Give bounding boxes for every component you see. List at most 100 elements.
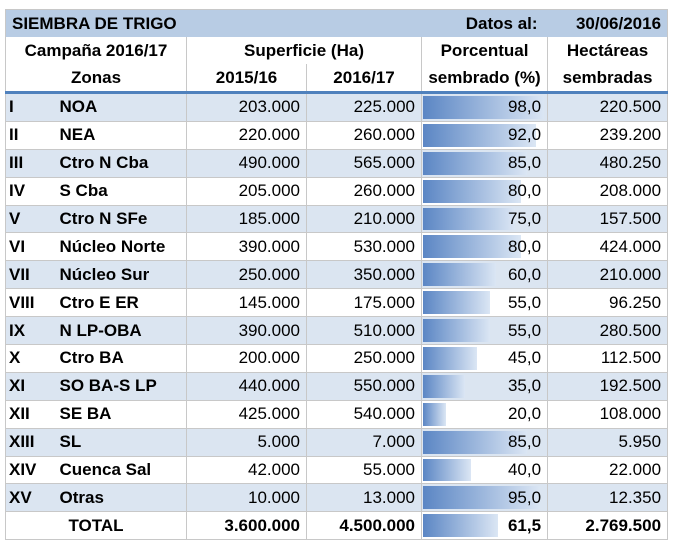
- percent-bar: [423, 207, 515, 231]
- surface-2015: 390.000: [185, 232, 307, 262]
- zone-number: XIII: [5, 428, 54, 457]
- total-label: TOTAL: [5, 511, 187, 540]
- hectares-sown: 192.500: [547, 372, 668, 401]
- zone-name: SO BA-S LP: [53, 372, 187, 401]
- table-row: XI SO BA-S LP 440.000 550.000 35,0 192.500: [5, 372, 668, 401]
- zones-header: Zonas: [5, 64, 187, 94]
- zone-name: SE BA: [53, 400, 187, 429]
- hectares-sown: 96.250: [547, 288, 668, 318]
- percent-cell: 85,0: [421, 149, 548, 178]
- zone-name: Núcleo Sur: [53, 260, 187, 290]
- percent-bar: [423, 123, 537, 147]
- percent-cell: 60,0: [421, 260, 548, 290]
- zone-name: N LP-OBA: [53, 316, 187, 346]
- zone-number: I: [5, 92, 54, 122]
- percent-bar: [423, 263, 497, 287]
- zone-number: X: [5, 344, 54, 373]
- report-date: 30/06/2016: [547, 9, 668, 37]
- percent-cell: 20,0: [421, 400, 548, 429]
- title-banner: SIEMBRA DE TRIGO Datos al: 30/06/2016: [5, 9, 668, 37]
- wheat-sowing-table: SIEMBRA DE TRIGO Datos al: 30/06/2016 Ca…: [5, 9, 669, 541]
- zone-number: III: [5, 149, 54, 178]
- percent-value: 80,0: [507, 236, 542, 256]
- hectares-sown: 157.500: [547, 205, 668, 234]
- table-row: VII Núcleo Sur 250.000 350.000 60,0 210.000: [5, 260, 668, 290]
- percent-header-line2: sembrado (%): [421, 64, 548, 94]
- surface-2016: 550.000: [306, 372, 422, 401]
- percent-value: 85,0: [507, 432, 542, 452]
- hectares-sown: 5.950: [547, 428, 668, 457]
- zone-name: NEA: [53, 121, 187, 150]
- hectares-sown: 208.000: [547, 177, 668, 206]
- percent-cell: 40,0: [421, 456, 548, 485]
- percent-value: 85,0: [507, 153, 542, 173]
- zone-name: NOA: [53, 92, 187, 122]
- surface-2016: 510.000: [306, 316, 422, 346]
- percent-cell: 55,0: [421, 316, 548, 346]
- total-percent-value: 61,5: [507, 515, 542, 535]
- percent-bar: [423, 402, 447, 426]
- wheat-sowing-table-container: SIEMBRA DE TRIGO Datos al: 30/06/2016 Ca…: [5, 9, 669, 541]
- percent-bar: [423, 430, 528, 454]
- percent-value: 98,0: [507, 97, 542, 117]
- table-row: XII SE BA 425.000 540.000 20,0 108.000: [5, 400, 668, 429]
- surface-2015: 10.000: [185, 483, 307, 513]
- surface-header: Superficie (Ha): [185, 37, 422, 64]
- zone-name: Ctro E ER: [53, 288, 187, 318]
- surface-2016: 260.000: [306, 121, 422, 150]
- percent-cell: 55,0: [421, 288, 548, 318]
- table-row: XIV Cuenca Sal 42.000 55.000 40,0 22.000: [5, 456, 668, 485]
- percent-cell: 92,0: [421, 121, 548, 150]
- surface-2015: 200.000: [185, 344, 307, 373]
- year2-header: 2016/17: [306, 64, 422, 94]
- percent-cell: 85,0: [421, 428, 548, 457]
- table-row: IX N LP-OBA 390.000 510.000 55,0 280.500: [5, 316, 668, 346]
- percent-bar: [423, 291, 490, 315]
- percent-cell: 75,0: [421, 205, 548, 234]
- zone-name: Ctro BA: [53, 344, 187, 373]
- percent-cell: 35,0: [421, 372, 548, 401]
- percent-bar: [423, 458, 472, 482]
- surface-2015: 205.000: [185, 177, 307, 206]
- surface-2015: 203.000: [185, 92, 307, 122]
- table-row: XV Otras 10.000 13.000 95,0 12.350: [5, 483, 668, 513]
- surface-2016: 540.000: [306, 400, 422, 429]
- zone-number: IX: [5, 316, 54, 346]
- surface-2016: 565.000: [306, 149, 422, 178]
- percent-bar: [423, 235, 522, 259]
- percent-bar: [423, 179, 522, 203]
- percent-value: 95,0: [507, 487, 542, 507]
- table-row: X Ctro BA 200.000 250.000 45,0 112.500: [5, 344, 668, 373]
- percent-value: 80,0: [507, 181, 542, 201]
- percent-cell: 80,0: [421, 232, 548, 262]
- table-row: VI Núcleo Norte 390.000 530.000 80,0 424.000: [5, 232, 668, 262]
- surface-2016: 350.000: [306, 260, 422, 290]
- campaign-header: Campaña 2016/17: [24, 40, 168, 60]
- percent-bar: [423, 486, 540, 510]
- year1-header: 2015/16: [185, 64, 307, 94]
- surface-2015: 185.000: [185, 205, 307, 234]
- percent-bar: [423, 374, 465, 398]
- percent-value: 55,0: [507, 320, 542, 340]
- percent-value: 55,0: [507, 292, 542, 312]
- surface-2016: 530.000: [306, 232, 422, 262]
- surface-2015: 440.000: [185, 372, 307, 401]
- surface-2016: 250.000: [306, 344, 422, 373]
- percent-value: 75,0: [507, 209, 542, 228]
- hectares-sown: 210.000: [547, 260, 668, 290]
- percent-bar: [423, 151, 528, 175]
- percent-value: 45,0: [507, 348, 542, 368]
- zone-number: V: [5, 205, 54, 234]
- zone-name: Cuenca Sal: [53, 456, 187, 485]
- zone-number: VII: [5, 260, 54, 290]
- table-title: SIEMBRA DE TRIGO: [5, 9, 307, 37]
- table-row: III Ctro N Cba 490.000 565.000 85,0 480.250: [5, 149, 668, 178]
- percent-cell: 98,0: [421, 92, 548, 122]
- header-row-1: Campaña 2016/17 Superficie (Ha) Porcentu…: [6, 37, 668, 64]
- zone-number: II: [5, 121, 54, 150]
- zone-number: XIV: [5, 456, 54, 485]
- total-percent-cell: 61,5: [421, 511, 548, 540]
- surface-2016: 13.000: [306, 483, 422, 513]
- zone-number: XI: [5, 372, 54, 401]
- hectares-sown: 22.000: [547, 456, 668, 485]
